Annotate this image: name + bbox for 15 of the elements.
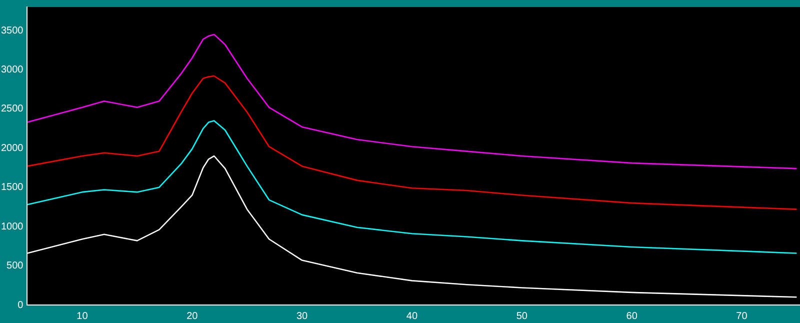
y-tick-label: 2000 (0, 142, 24, 154)
x-tick-label: 30 (296, 310, 308, 322)
x-tick-label: 40 (406, 310, 418, 322)
x-tick-label: 60 (626, 310, 638, 322)
y-tick-label: 2500 (0, 104, 24, 115)
y-tick-label: 0 (18, 300, 24, 311)
x-tick-label: 20 (186, 310, 198, 322)
x-tick-label: 50 (516, 310, 528, 322)
y-tick-label: 500 (6, 260, 24, 272)
y-tick-label: 3000 (0, 64, 24, 76)
y-tick-label: 3500 (0, 25, 24, 36)
y-tick-label: 1500 (0, 182, 24, 194)
x-tick-label: 70 (736, 310, 748, 322)
x-tick-label: 10 (76, 310, 88, 322)
y-tick-label: 1000 (0, 221, 24, 232)
